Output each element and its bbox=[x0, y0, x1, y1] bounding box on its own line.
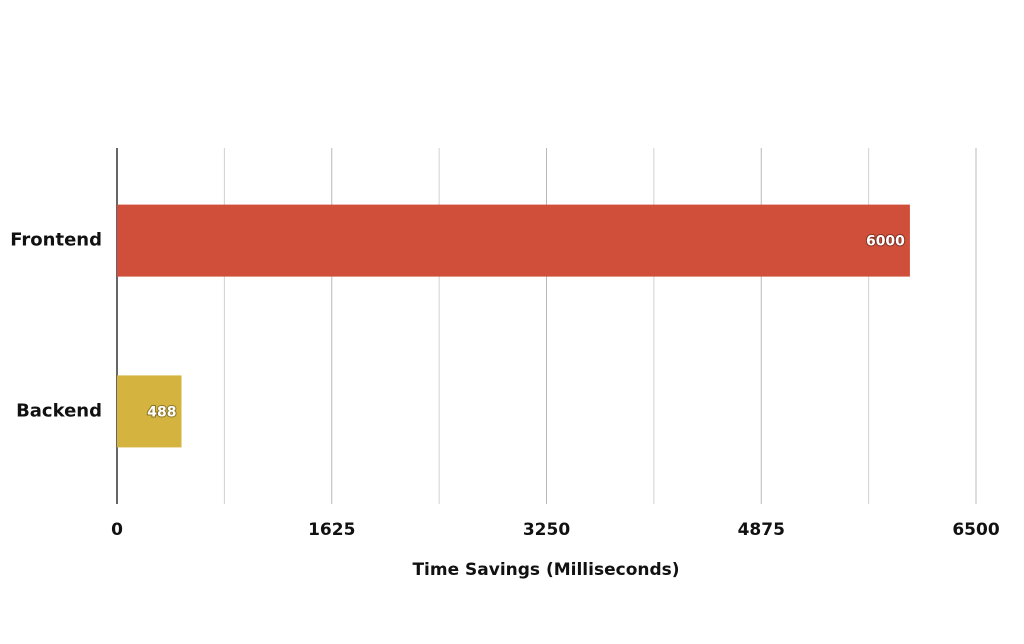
y-tick-label: Frontend bbox=[10, 230, 102, 251]
y-tick-label: Backend bbox=[16, 400, 102, 421]
bar bbox=[117, 204, 910, 277]
x-tick-label: 0 bbox=[111, 520, 123, 540]
bar bbox=[117, 375, 182, 448]
x-tick-label: 4875 bbox=[738, 520, 785, 540]
value-label: 6000 bbox=[866, 234, 905, 250]
value-label: 488 bbox=[147, 404, 176, 420]
x-axis-title: Time Savings (Milliseconds) bbox=[412, 560, 679, 580]
x-tick-label: 3250 bbox=[523, 520, 570, 540]
x-tick-label: 6500 bbox=[952, 520, 999, 540]
x-tick-label: 1625 bbox=[308, 520, 355, 540]
